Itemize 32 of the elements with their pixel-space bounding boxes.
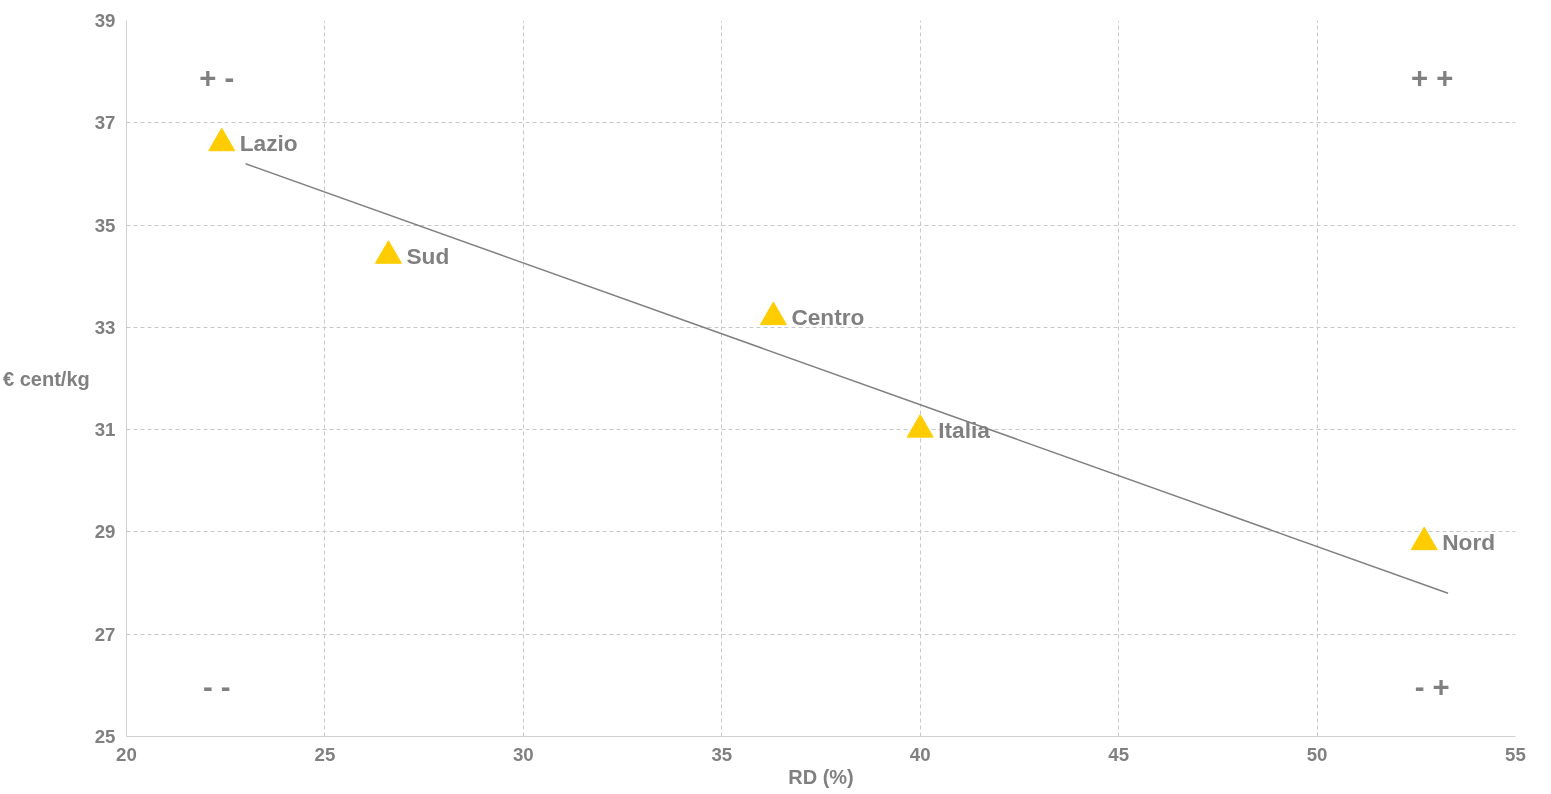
- y-tick-label: 29: [94, 521, 116, 543]
- y-tick-label: 25: [94, 726, 116, 747]
- y-axis-title: € cent/kg: [3, 367, 90, 390]
- x-tick-label: 30: [512, 743, 534, 765]
- point: [208, 127, 236, 152]
- y-tick-label: 35: [94, 214, 116, 236]
- point: [374, 240, 402, 264]
- x-tick-label: 50: [1306, 743, 1328, 765]
- point: [906, 414, 934, 438]
- annotation: - +: [1414, 669, 1450, 703]
- x-tick-label: 35: [711, 743, 733, 765]
- y-tick-label: 33: [94, 316, 116, 338]
- annotation: + -: [199, 61, 235, 95]
- x-tick-label: 55: [1505, 743, 1526, 765]
- y-tick-label: 31: [94, 419, 116, 441]
- annotation: Sud: [406, 242, 450, 269]
- x-tick-label: 25: [314, 743, 336, 765]
- annotation: Italia: [938, 416, 991, 443]
- y-tick-label: 27: [94, 623, 116, 645]
- point: [1410, 526, 1438, 551]
- x-tick-label: 20: [116, 743, 137, 765]
- annotation: - -: [202, 669, 231, 703]
- annotation: Lazio: [239, 130, 298, 157]
- point: [759, 301, 787, 326]
- x-tick-label: 45: [1108, 743, 1130, 765]
- annotation: + +: [1410, 61, 1454, 95]
- annotation: Nord: [1442, 529, 1496, 556]
- y-tick-label: 37: [94, 112, 116, 134]
- x-axis-title: RD (%): [788, 765, 854, 788]
- y-tick-label: 39: [94, 10, 116, 31]
- annotation: Centro: [791, 304, 865, 331]
- x-tick-label: 40: [909, 743, 931, 765]
